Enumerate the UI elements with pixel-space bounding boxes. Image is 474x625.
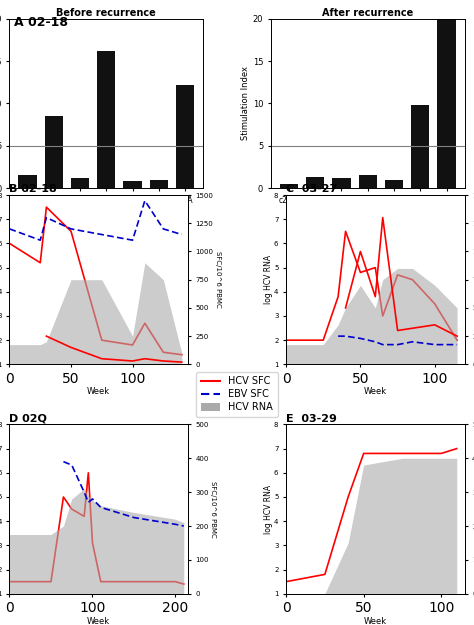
X-axis label: Week: Week [87, 617, 110, 625]
Bar [176, 85, 194, 188]
Bar [438, 19, 456, 188]
Bar [411, 105, 429, 188]
X-axis label: Week: Week [364, 388, 387, 396]
Text: E  03-29: E 03-29 [286, 414, 337, 424]
Bar [332, 178, 351, 188]
Legend: HCV SFC, EBV SFC, HCV RNA: HCV SFC, EBV SFC, HCV RNA [196, 372, 278, 417]
Bar [385, 179, 403, 188]
Bar [45, 116, 63, 188]
Text: A 02-18: A 02-18 [14, 16, 68, 29]
Title: Before recurrence: Before recurrence [56, 8, 156, 18]
Bar [71, 178, 89, 188]
Bar [97, 51, 116, 188]
Text: D 02Q: D 02Q [9, 414, 47, 424]
Y-axis label: log HCV RNA: log HCV RNA [264, 255, 273, 304]
X-axis label: Antigen: Antigen [351, 206, 384, 215]
Bar [18, 176, 36, 188]
Bar [280, 184, 298, 188]
Y-axis label: SFC/10^6 PBMC: SFC/10^6 PBMC [210, 481, 217, 538]
Bar [123, 181, 142, 188]
Title: After recurrence: After recurrence [322, 8, 413, 18]
X-axis label: Week: Week [87, 388, 110, 396]
Y-axis label: SFC/10^6 PBMC: SFC/10^6 PBMC [215, 251, 221, 308]
X-axis label: Week: Week [364, 617, 387, 625]
Bar [358, 176, 377, 188]
Text: B 02-18: B 02-18 [9, 184, 57, 194]
Y-axis label: Stimulation Index: Stimulation Index [241, 66, 250, 141]
X-axis label: Antigen: Antigen [90, 206, 123, 215]
Text: C  03-27: C 03-27 [286, 184, 337, 194]
Bar [150, 179, 168, 188]
Bar [306, 177, 324, 188]
Y-axis label: log HCV RNA: log HCV RNA [264, 484, 273, 534]
